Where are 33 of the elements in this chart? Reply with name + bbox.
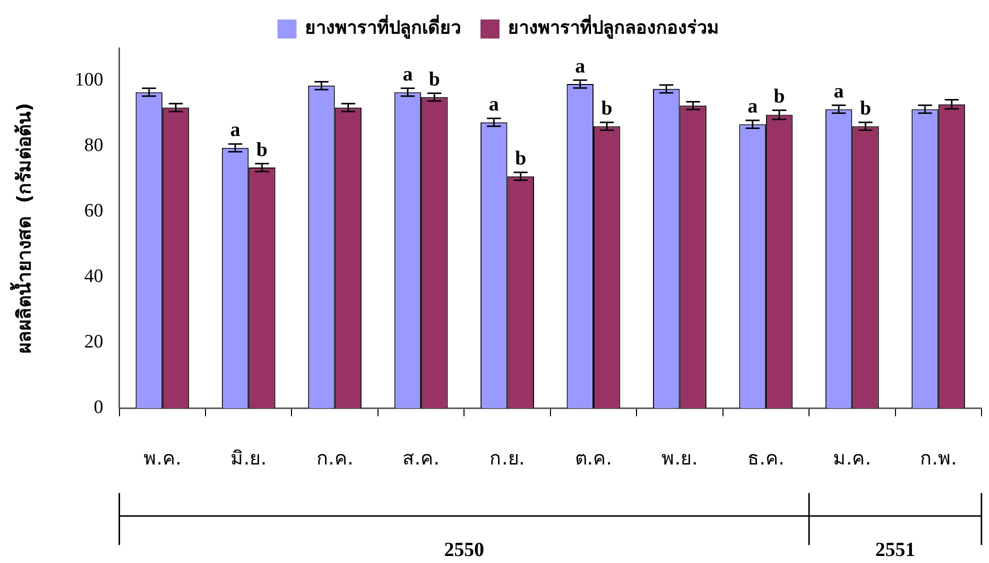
legend-label: ยางพาราที่ปลูกลองกองร่วม	[508, 14, 719, 40]
x-tick-label: ธ.ค.	[747, 448, 784, 470]
data-label: b	[860, 98, 872, 120]
x-tick-label: มิ.ย.	[230, 448, 267, 470]
x-tick-label: ส.ค.	[402, 448, 440, 470]
data-label: a	[834, 80, 844, 102]
y-tick-label: 60	[84, 200, 104, 222]
data-label: b	[601, 98, 612, 120]
x-tick-label: ก.ค.	[316, 448, 354, 470]
y-tick-label: 80	[84, 135, 104, 156]
x-tick-label: ก.ย.	[490, 448, 525, 470]
y-tick-label: 100	[74, 70, 104, 91]
data-label: a	[575, 55, 586, 78]
data-label: a	[488, 94, 499, 116]
x-tick-label: พ.ค.	[143, 448, 182, 470]
data-label: b	[428, 68, 440, 90]
x-tick-label: ม.ค.	[833, 448, 872, 470]
y-tick-label: 20	[84, 332, 104, 353]
y-axis-title: ผลผลิตน้ำยางสด (กรัมต่อต้น)	[9, 102, 36, 354]
y-tick-label: 0	[94, 397, 104, 418]
data-label: a	[230, 119, 240, 142]
data-label: a	[748, 96, 758, 118]
data-label: b	[256, 138, 268, 161]
text: 2551	[875, 539, 916, 562]
legend-label: ยางพาราที่ปลูกเดี่ยว	[305, 14, 461, 40]
text: 2550	[444, 539, 484, 562]
x-tick-label: ก.พ.	[920, 448, 957, 470]
data-label: b	[774, 85, 785, 108]
x-tick-label: ต.ค.	[574, 448, 612, 470]
x-tick-label: พ.ย.	[662, 448, 698, 470]
data-label: a	[402, 63, 413, 86]
data-label: b	[515, 148, 526, 170]
y-tick-label: 40	[84, 266, 104, 288]
